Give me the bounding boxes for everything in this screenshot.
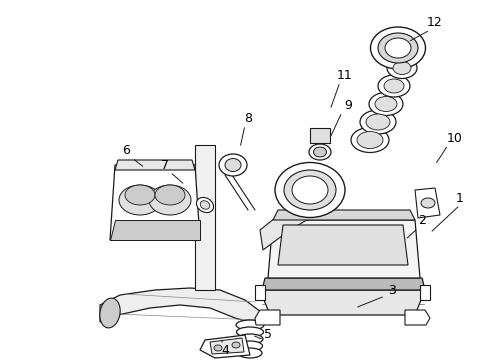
Text: 4: 4 [221,343,229,356]
Text: 9: 9 [344,99,352,112]
Polygon shape [278,225,408,265]
Polygon shape [110,220,200,240]
Polygon shape [415,188,440,218]
Ellipse shape [378,33,418,63]
Text: 6: 6 [122,144,130,157]
Ellipse shape [378,75,410,97]
Ellipse shape [360,110,396,134]
Text: 8: 8 [244,112,252,125]
Polygon shape [420,285,430,300]
Ellipse shape [200,201,210,209]
Text: 7: 7 [161,158,169,171]
Ellipse shape [375,96,397,112]
Polygon shape [200,335,250,358]
Bar [310,128,330,143]
Ellipse shape [275,162,345,217]
Polygon shape [210,338,244,354]
Ellipse shape [155,185,185,205]
Text: 3: 3 [388,284,396,297]
Ellipse shape [238,341,263,351]
Ellipse shape [309,144,331,160]
Polygon shape [405,310,430,325]
Ellipse shape [292,176,328,204]
Polygon shape [255,285,265,300]
Polygon shape [255,310,280,325]
Polygon shape [110,165,200,240]
Ellipse shape [225,158,241,171]
Ellipse shape [237,334,263,344]
Polygon shape [268,220,420,278]
Text: 2: 2 [418,213,426,226]
Ellipse shape [387,58,417,78]
Polygon shape [273,210,415,220]
Polygon shape [195,145,215,290]
Ellipse shape [214,345,222,351]
Ellipse shape [384,79,404,93]
Ellipse shape [100,298,120,328]
Ellipse shape [357,131,383,149]
Text: 1: 1 [456,192,464,204]
Text: 12: 12 [427,15,443,28]
Ellipse shape [232,342,240,348]
Text: 11: 11 [337,68,353,81]
Ellipse shape [149,185,191,215]
Ellipse shape [385,38,411,58]
Ellipse shape [421,198,435,208]
Ellipse shape [314,147,326,157]
Text: 10: 10 [447,131,463,144]
Ellipse shape [393,62,411,75]
Ellipse shape [369,93,403,116]
Ellipse shape [238,348,262,358]
Polygon shape [262,278,425,290]
Ellipse shape [351,127,389,153]
Polygon shape [260,290,425,315]
Ellipse shape [236,320,264,330]
Polygon shape [260,210,315,250]
Ellipse shape [125,185,155,205]
Ellipse shape [196,197,214,212]
Text: 5: 5 [264,328,272,342]
Ellipse shape [370,27,425,69]
Ellipse shape [366,114,390,130]
Ellipse shape [219,154,247,176]
Polygon shape [115,160,195,170]
Ellipse shape [284,170,336,210]
Ellipse shape [119,185,161,215]
Polygon shape [100,288,265,325]
Ellipse shape [237,327,264,337]
